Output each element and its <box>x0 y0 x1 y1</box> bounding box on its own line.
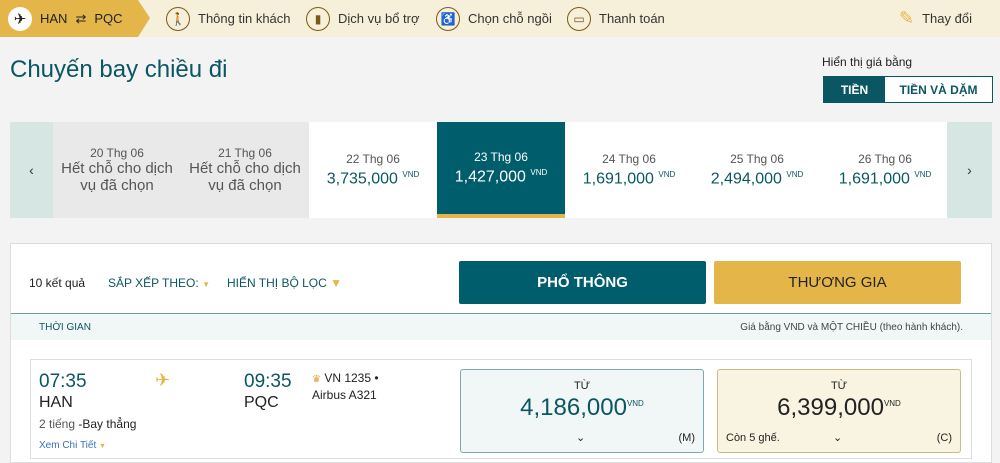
flight-no: VN 1235 • <box>324 371 379 385</box>
date-price: 3,735,000 <box>326 170 398 188</box>
baggage-icon: ▮ <box>306 6 330 31</box>
economy-price: 4,186,000 <box>520 394 627 421</box>
from-label: TỪ <box>573 380 591 392</box>
date-cell: 20 Thg 06 Hết chỗ cho dịch vụ đã chọn <box>53 122 181 218</box>
step-services[interactable]: ▮ Dịch vụ bổ trợ <box>306 0 420 37</box>
fare-class: (C) <box>936 432 952 444</box>
plane-icon: ✈ <box>8 6 32 31</box>
step-seat[interactable]: ♿ Chọn chỗ ngồi <box>436 0 552 37</box>
business-tab[interactable]: THƯƠNG GIA <box>714 261 961 304</box>
flight-type: -Bay thẳng <box>78 417 137 431</box>
currency: VND <box>658 169 676 179</box>
currency: VND <box>626 399 644 408</box>
chevron-down-icon: ⌄ <box>576 432 586 444</box>
results-header: THỜI GIAN Giá bằng VND và MỘT CHIỀU (theo… <box>11 313 991 340</box>
date-label: 20 Thg 06 <box>90 146 144 160</box>
date-cell: 21 Thg 06 Hết chỗ cho dịch vụ đã chọn <box>181 122 309 218</box>
details-link[interactable]: Xem Chi Tiết ▼ <box>39 440 106 451</box>
currency: VND <box>883 399 901 408</box>
price-note: Giá bằng VND và MỘT CHIỀU (theo hành khá… <box>740 321 963 333</box>
date-price: 1,427,000 <box>454 168 526 186</box>
economy-tab[interactable]: PHỔ THÔNG <box>459 261 706 304</box>
departure-time: 07:35 <box>39 371 87 392</box>
date-cell-selected[interactable]: 23 Thg 06 1,427,000 VND <box>437 122 565 218</box>
filter-label: HIỂN THỊ BỘ LỌC <box>227 276 327 290</box>
date-label: 21 Thg 06 <box>218 146 272 160</box>
date-label: 24 Thg 06 <box>602 151 656 166</box>
date-carousel: ‹ 20 Thg 06 Hết chỗ cho dịch vụ đã chọn 2… <box>10 122 992 218</box>
passenger-icon: 🚶 <box>166 6 190 31</box>
prev-arrow-icon[interactable]: ‹ <box>10 122 53 218</box>
step-label: Dịch vụ bổ trợ <box>338 11 420 26</box>
currency: VND <box>402 169 420 179</box>
page-title: Chuyến bay chiều đi <box>10 56 228 83</box>
arrival-airport: PQC <box>244 394 279 411</box>
fare-class: (M) <box>678 432 696 444</box>
option-money[interactable]: TIỀN <box>824 77 885 102</box>
seats-left: Còn 5 ghế. <box>726 432 780 444</box>
date-cell[interactable]: 25 Thg 06 2,494,000 VND <box>693 122 821 218</box>
business-price: 6,399,000 <box>777 394 884 421</box>
business-fare-box[interactable]: TỪ 6,399,000VND Còn 5 ghế. ⌄ (C) <box>717 369 961 453</box>
card-icon: ▭ <box>567 6 591 31</box>
results-count: 10 kết quả <box>29 276 86 290</box>
step-label: Chọn chỗ ngồi <box>468 11 552 26</box>
departure-airport: HAN <box>39 394 73 411</box>
date-label: 22 Thg 06 <box>346 151 400 166</box>
chevron-down-icon: ⌄ <box>833 432 843 444</box>
filter-icon: ▼ <box>330 276 343 290</box>
route-from: HAN <box>40 11 68 26</box>
sort-dropdown[interactable]: SẮP XẾP THEO: ▼ <box>108 276 210 290</box>
arrival-time: 09:35 <box>244 371 292 392</box>
airline-logo-icon: ♛ <box>312 374 321 385</box>
date-cell[interactable]: 24 Thg 06 1,691,000 VND <box>565 122 693 218</box>
flight-number: ♛ VN 1235 • <box>312 371 379 385</box>
filter-button[interactable]: HIỂN THỊ BỘ LỌC ▼ <box>227 276 342 290</box>
price-display-label: Hiển thị giá bằng <box>822 55 913 69</box>
date-price: 1,691,000 <box>582 170 654 188</box>
duration: 2 tiếng <box>39 417 76 431</box>
date-cell[interactable]: 26 Thg 06 1,691,000 VND <box>821 122 949 218</box>
price-display-toggle[interactable]: TIỀN TIỀN VÀ DẶM <box>823 76 993 103</box>
sort-label: SẮP XẾP THEO: <box>108 276 199 290</box>
step-label: Thanh toán <box>599 11 665 26</box>
details-label: Xem Chi Tiết <box>39 440 97 451</box>
economy-fare-box[interactable]: TỪ 4,186,000VND ⌄ (M) <box>460 369 704 453</box>
swap-icon: ⇄ <box>75 10 87 26</box>
time-column-header[interactable]: THỜI GIAN <box>39 321 91 333</box>
plane-icon: ✈ <box>155 370 171 390</box>
date-price: 1,691,000 <box>838 170 910 188</box>
flight-duration: 2 tiếng -Bay thẳng <box>39 417 136 431</box>
step-payment[interactable]: ▭ Thanh toán <box>567 0 665 37</box>
route-step[interactable]: ✈ HAN ⇄ PQC <box>0 0 150 37</box>
route-to: PQC <box>94 11 123 26</box>
date-status: Hết chỗ cho dịch vụ đã chọn <box>61 160 173 194</box>
date-label: 25 Thg 06 <box>730 151 784 166</box>
caret-down-icon: ▼ <box>99 443 106 450</box>
date-status: Hết chỗ cho dịch vụ đã chọn <box>189 160 301 194</box>
step-passenger-info[interactable]: 🚶 Thông tin khách <box>166 0 291 37</box>
seat-icon: ♿ <box>436 6 460 31</box>
edit-icon: ✎ <box>899 8 915 28</box>
aircraft: Airbus A321 <box>312 388 377 402</box>
from-label: TỪ <box>830 380 848 392</box>
date-cell[interactable]: 22 Thg 06 3,735,000 VND <box>309 122 437 218</box>
option-money-miles[interactable]: TIỀN VÀ DẶM <box>885 77 992 102</box>
caret-down-icon: ▼ <box>202 280 210 289</box>
date-label: 26 Thg 06 <box>858 151 912 166</box>
date-label: 23 Thg 06 <box>474 149 528 164</box>
currency: VND <box>914 169 932 179</box>
change-button[interactable]: ✎ Thay đổi <box>899 0 972 37</box>
next-arrow-icon[interactable]: › <box>947 122 992 218</box>
change-label: Thay đổi <box>922 11 972 26</box>
date-price: 2,494,000 <box>710 170 782 188</box>
currency: VND <box>530 167 548 177</box>
step-label: Thông tin khách <box>198 11 291 26</box>
currency: VND <box>786 169 804 179</box>
